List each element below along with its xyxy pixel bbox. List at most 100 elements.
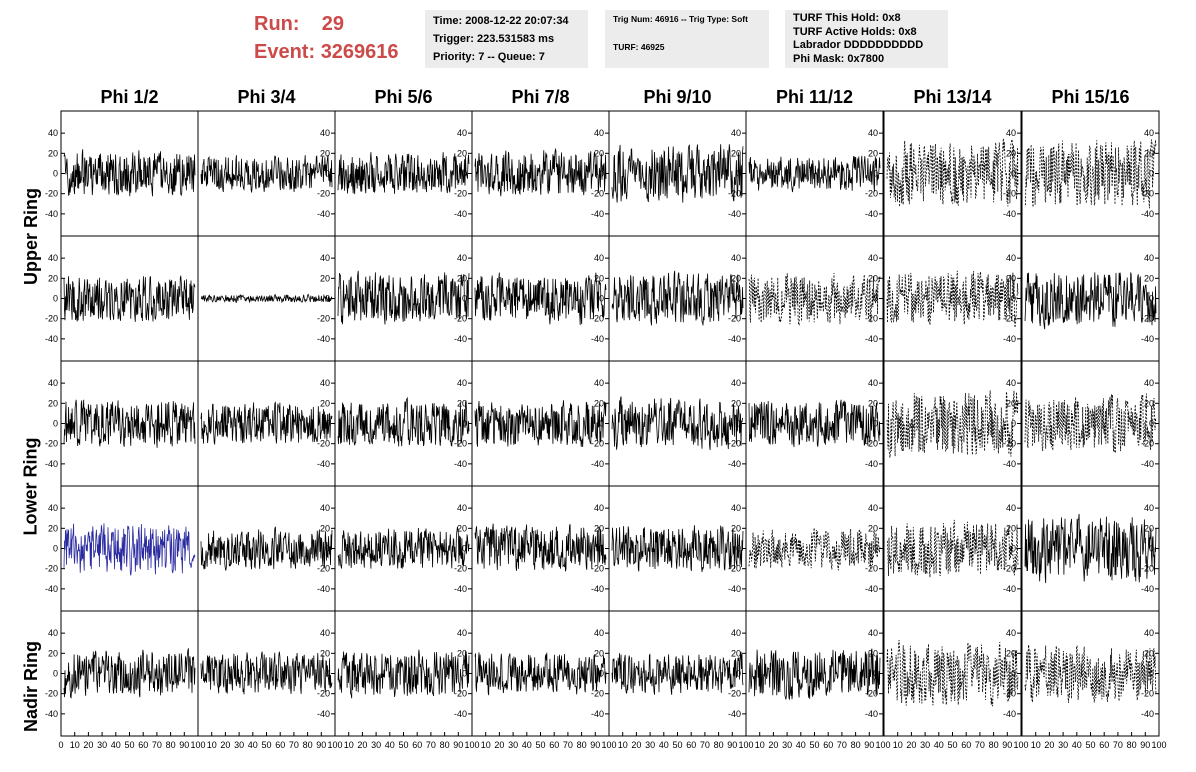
y-tick-label: -40 bbox=[45, 209, 58, 219]
x-tick-label: 60 bbox=[549, 740, 559, 750]
x-tick-label: 60 bbox=[275, 740, 285, 750]
x-tick-label: 60 bbox=[686, 740, 696, 750]
y-tick-label: 40 bbox=[731, 253, 741, 263]
y-tick-label: -40 bbox=[454, 334, 467, 344]
y-tick-label: -40 bbox=[728, 334, 741, 344]
y-tick-label: 40 bbox=[457, 128, 467, 138]
y-tick-label: 20 bbox=[1144, 523, 1154, 533]
y-tick-label: -40 bbox=[1003, 584, 1016, 594]
x-tick-label: 40 bbox=[522, 740, 532, 750]
y-tick-label: 40 bbox=[457, 628, 467, 638]
x-tick-label: 40 bbox=[796, 740, 806, 750]
y-tick-label: -40 bbox=[1141, 209, 1154, 219]
waveform-trace bbox=[886, 519, 1019, 578]
y-tick-label: 40 bbox=[594, 503, 604, 513]
y-tick-label: 40 bbox=[731, 128, 741, 138]
y-tick-label: 0 bbox=[1149, 169, 1154, 179]
waveform-trace bbox=[748, 399, 881, 448]
y-tick-label: 40 bbox=[731, 628, 741, 638]
y-tick-label: 40 bbox=[594, 628, 604, 638]
y-tick-label: -40 bbox=[1003, 334, 1016, 344]
run-info: Run: 29 Event: 3269616 bbox=[254, 10, 399, 66]
column-header: Phi 1/2 bbox=[100, 87, 159, 107]
y-tick-label: -20 bbox=[728, 689, 741, 699]
y-tick-label: 20 bbox=[868, 648, 878, 658]
x-tick-label: 40 bbox=[111, 740, 121, 750]
y-tick-label: 20 bbox=[868, 398, 878, 408]
x-tick-label: 30 bbox=[371, 740, 381, 750]
waveform-trace bbox=[474, 523, 607, 572]
labrador-text: Labrador DDDDDDDDDD bbox=[793, 39, 924, 51]
waveform-trace bbox=[611, 270, 744, 326]
y-tick-label: 40 bbox=[731, 378, 741, 388]
x-tick-label: 0 bbox=[58, 740, 63, 750]
x-tick-label: 100 bbox=[875, 740, 890, 750]
run-label: Run: bbox=[254, 13, 300, 35]
y-tick-label: 20 bbox=[594, 148, 604, 158]
column-header: Phi 5/6 bbox=[374, 87, 433, 107]
x-tick-label: 40 bbox=[248, 740, 258, 750]
y-tick-label: -40 bbox=[865, 584, 878, 594]
run-value: 29 bbox=[321, 13, 345, 35]
y-tick-label: -40 bbox=[317, 584, 330, 594]
x-tick-label: 100 bbox=[1013, 740, 1028, 750]
waveform-trace bbox=[200, 400, 333, 446]
y-tick-label: -40 bbox=[454, 709, 467, 719]
y-tick-label: -40 bbox=[454, 459, 467, 469]
x-tick-label: 80 bbox=[166, 740, 176, 750]
y-tick-label: 40 bbox=[48, 128, 58, 138]
event-label: Event: bbox=[254, 41, 316, 63]
y-tick-label: -20 bbox=[865, 689, 878, 699]
priority-queue-text: Priority: 7 -- Queue: 7 bbox=[433, 51, 545, 63]
y-tick-label: 40 bbox=[457, 378, 467, 388]
y-tick-label: 0 bbox=[53, 294, 58, 304]
y-tick-label: -20 bbox=[1141, 689, 1154, 699]
turf-text: TURF: 46925 bbox=[613, 42, 665, 52]
x-tick-label: 30 bbox=[97, 740, 107, 750]
column-header: Phi 13/14 bbox=[913, 87, 992, 107]
y-tick-label: 40 bbox=[868, 503, 878, 513]
y-tick-label: -40 bbox=[317, 334, 330, 344]
y-tick-label: -20 bbox=[591, 189, 604, 199]
y-tick-label: 40 bbox=[320, 128, 330, 138]
y-tick-label: 20 bbox=[868, 148, 878, 158]
x-tick-label: 70 bbox=[289, 740, 299, 750]
y-tick-label: 20 bbox=[594, 398, 604, 408]
x-tick-label: 30 bbox=[508, 740, 518, 750]
x-tick-label: 80 bbox=[303, 740, 313, 750]
waveform-trace bbox=[611, 651, 744, 695]
x-tick-label: 10 bbox=[207, 740, 217, 750]
x-tick-label: 50 bbox=[809, 740, 819, 750]
y-tick-label: 0 bbox=[325, 169, 330, 179]
phi-mask-text: Phi Mask: 0x7800 bbox=[793, 52, 885, 65]
x-tick-label: 10 bbox=[1031, 740, 1041, 750]
y-tick-label: 40 bbox=[320, 253, 330, 263]
y-tick-label: -20 bbox=[1003, 189, 1016, 199]
y-tick-label: -20 bbox=[865, 439, 878, 449]
y-tick-label: 20 bbox=[320, 523, 330, 533]
y-tick-label: -40 bbox=[728, 459, 741, 469]
waveform-trace bbox=[200, 155, 333, 193]
y-tick-label: 0 bbox=[1149, 669, 1154, 679]
y-tick-label: 40 bbox=[48, 378, 58, 388]
waveform-trace bbox=[748, 527, 881, 571]
x-tick-label: 80 bbox=[851, 740, 861, 750]
y-tick-label: 20 bbox=[1006, 148, 1016, 158]
y-tick-label: -20 bbox=[317, 189, 330, 199]
y-tick-label: -20 bbox=[45, 189, 58, 199]
y-tick-label: -40 bbox=[728, 584, 741, 594]
y-tick-label: 20 bbox=[48, 398, 58, 408]
waveform-trace bbox=[748, 648, 881, 701]
x-tick-label: 100 bbox=[601, 740, 616, 750]
y-tick-label: -40 bbox=[591, 459, 604, 469]
